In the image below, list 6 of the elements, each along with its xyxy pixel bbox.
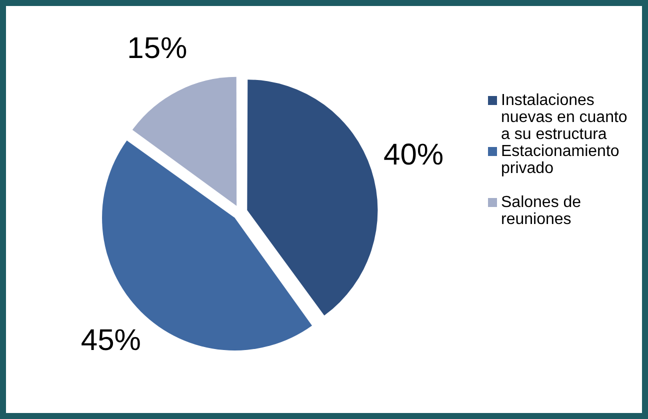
data-label: 45% — [80, 324, 141, 357]
legend-label: Instalaciones nuevas en cuanto a su estructura — [501, 92, 628, 143]
legend-label: Salones de reuniones — [501, 194, 582, 228]
data-label: 15% — [127, 32, 188, 66]
data-label: 40% — [384, 138, 444, 172]
legend-label: Estacionamiento privado — [501, 143, 620, 177]
